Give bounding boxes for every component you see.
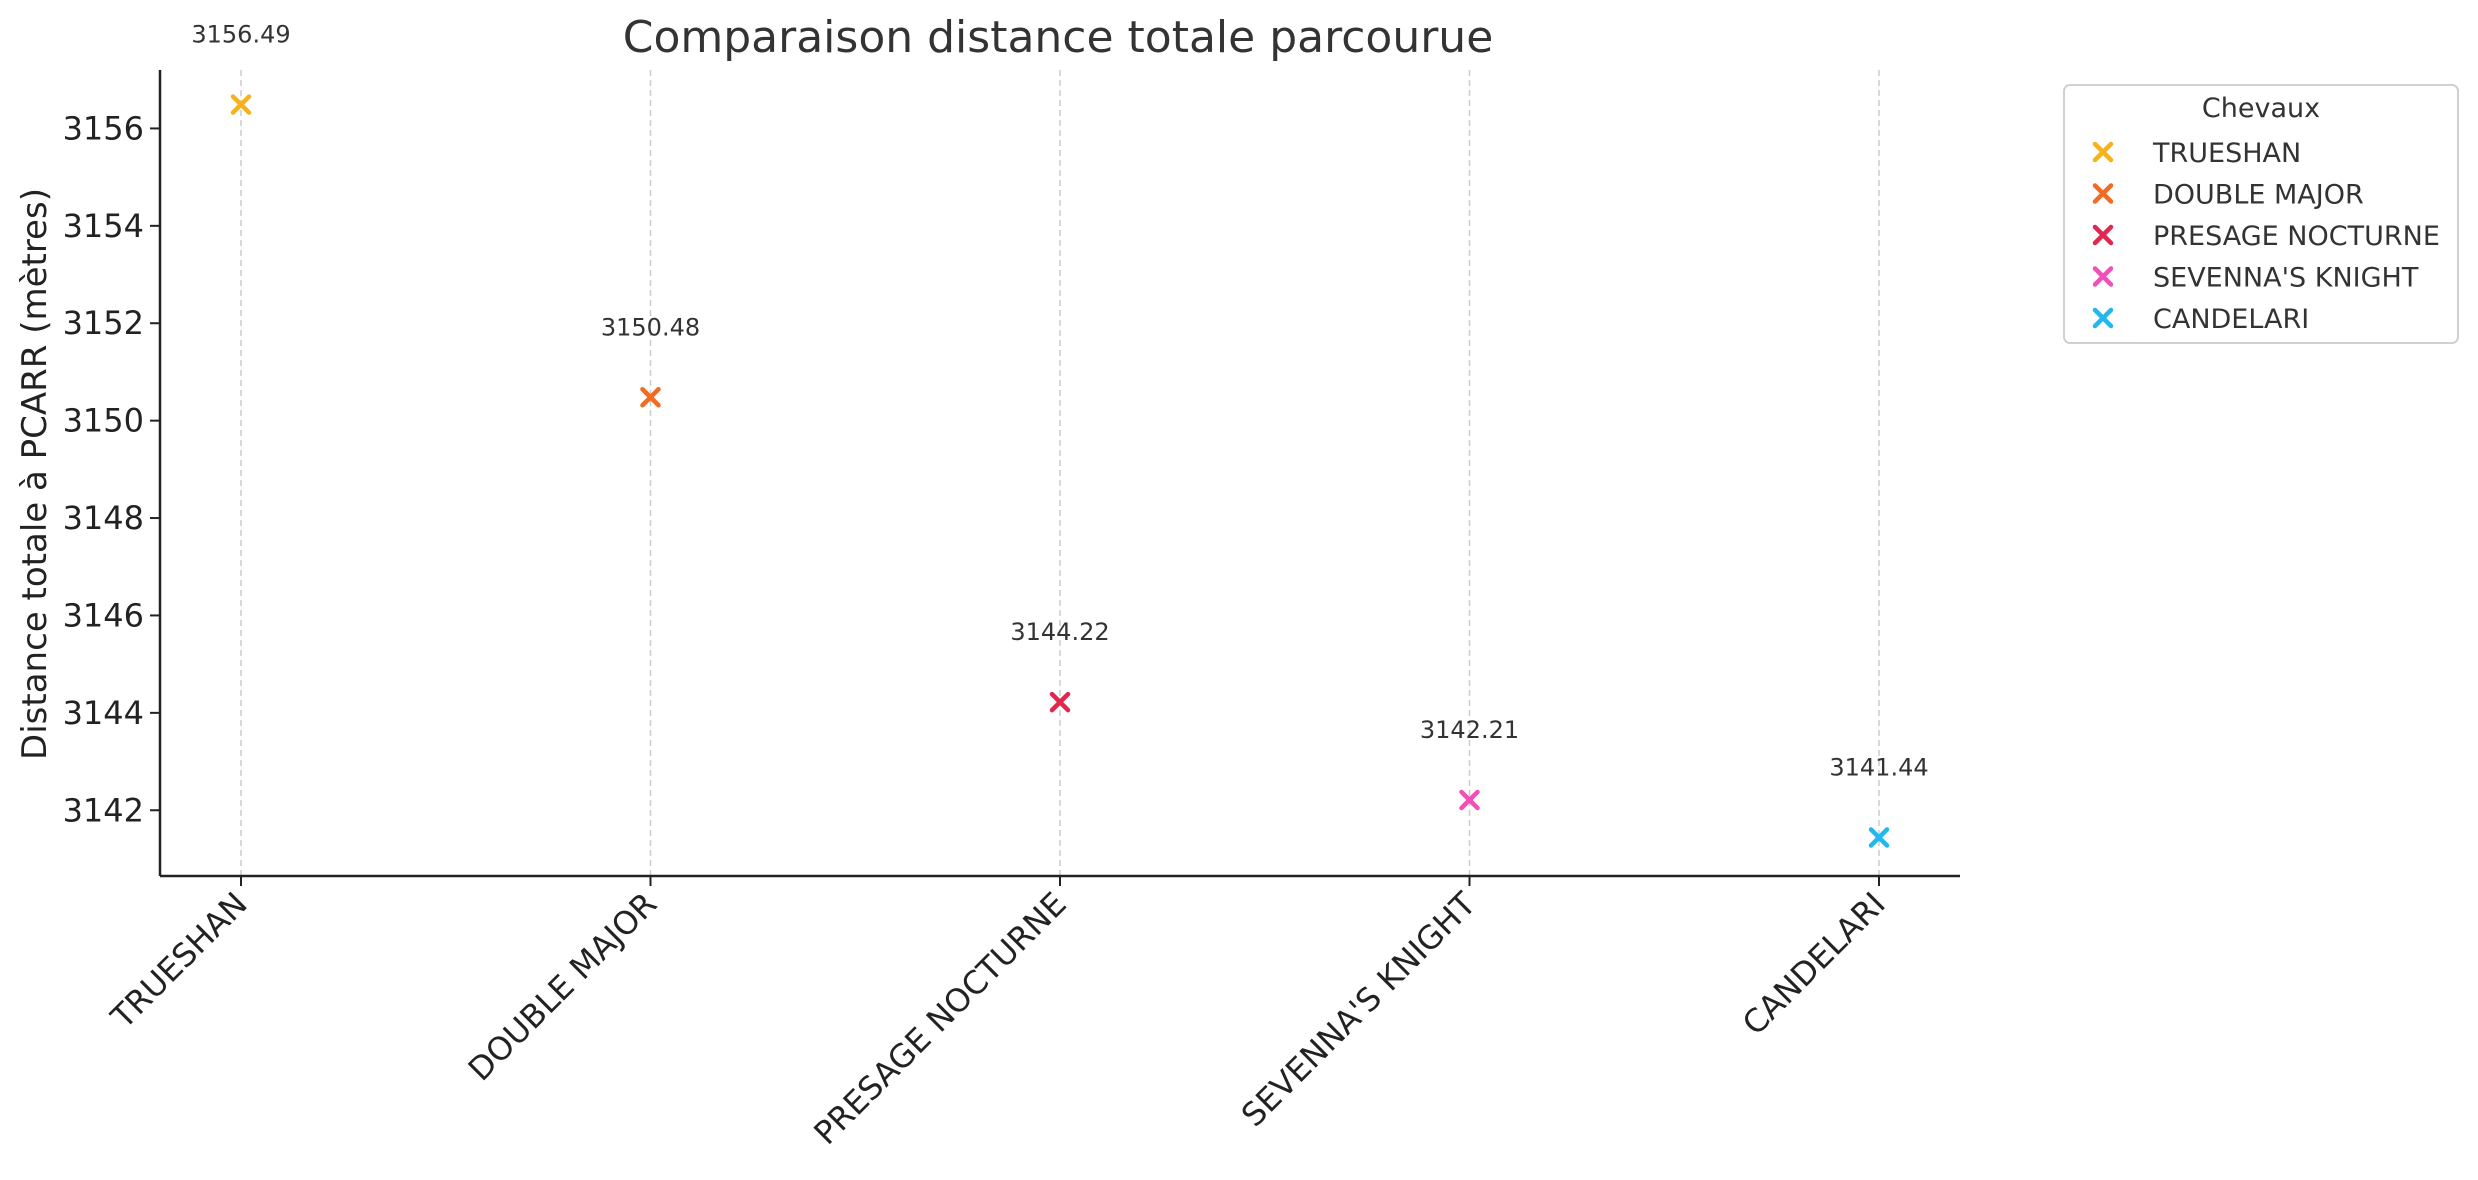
y-tick-label: 3146 xyxy=(63,596,144,634)
x-tick-label: PRESAGE NOCTURNE xyxy=(806,885,1073,1152)
legend-item: DOUBLE MAJOR xyxy=(2092,180,2364,211)
x-tick-label: DOUBLE MAJOR xyxy=(461,885,664,1088)
legend-marker-stroke-b xyxy=(2092,183,2114,204)
legend-label: SEVENNA'S KNIGHT xyxy=(2153,263,2419,294)
chart-title: Comparaison distance totale parcourue xyxy=(623,12,1494,63)
data-label: 3156.49 xyxy=(191,21,290,49)
data-label: 3150.48 xyxy=(601,313,700,341)
legend-item: PRESAGE NOCTURNE xyxy=(2092,221,2440,252)
legend-label: CANDELARI xyxy=(2153,304,2309,335)
legend-label: PRESAGE NOCTURNE xyxy=(2153,221,2440,252)
y-tick-label: 3156 xyxy=(63,109,144,147)
legend-label: TRUESHAN xyxy=(2152,138,2301,169)
data-point xyxy=(1049,691,1071,713)
legend-item: TRUESHAN xyxy=(2092,138,2301,169)
data-point xyxy=(230,94,252,115)
data-point-marker-stroke-b xyxy=(1459,789,1480,811)
data-point xyxy=(640,387,661,408)
data-label: 3144.22 xyxy=(1010,618,1109,646)
legend-marker-stroke-b xyxy=(2092,224,2114,246)
data-point-marker-stroke-b xyxy=(230,94,252,115)
legend-marker-stroke-b xyxy=(2092,266,2114,287)
x-tick-label: TRUESHAN xyxy=(103,885,255,1037)
y-axis-label: Distance totale à PCARR (mètres) xyxy=(15,188,55,760)
x-tick-label: CANDELARI xyxy=(1735,885,1893,1043)
data-point-marker-stroke-b xyxy=(1049,691,1071,713)
legend-title: Chevaux xyxy=(2202,93,2320,124)
data-point-marker-stroke-b xyxy=(1868,827,1890,848)
data-point xyxy=(1459,789,1480,811)
legend-label: DOUBLE MAJOR xyxy=(2153,180,2364,211)
plot-area: 3142 3144 3146 3148 3150 3152 3154 3156 TRUESHAN… xyxy=(63,21,1960,1152)
data-point-marker-stroke-b xyxy=(640,387,661,408)
y-tick-label: 3152 xyxy=(63,304,144,342)
legend-frame xyxy=(2063,84,2459,344)
legend-marker-stroke-b xyxy=(2092,307,2114,329)
legend-marker-stroke-b xyxy=(2092,141,2114,163)
y-tick-label: 3154 xyxy=(63,207,144,245)
legend-items: TRUESHAN DOUBLE MAJOR PRESAGE NOCTURNE SEVE… xyxy=(2092,138,2440,335)
x-tick-label: SEVENNA'S KNIGHT xyxy=(1234,884,1484,1134)
y-tick-label: 3150 xyxy=(63,402,144,440)
data-label: 3142.21 xyxy=(1420,716,1519,744)
data-point xyxy=(1868,827,1890,848)
legend-item: SEVENNA'S KNIGHT xyxy=(2092,263,2419,294)
y-tick-label: 3142 xyxy=(63,791,144,829)
legend-item: CANDELARI xyxy=(2092,304,2309,335)
legend: Chevaux TRUESHAN DOUBLE MAJOR PRESAGE NOCT… xyxy=(2063,84,2459,344)
y-tick-label: 3148 xyxy=(63,499,144,537)
y-tick-label: 3144 xyxy=(63,694,144,732)
data-label: 3141.44 xyxy=(1829,754,1928,782)
